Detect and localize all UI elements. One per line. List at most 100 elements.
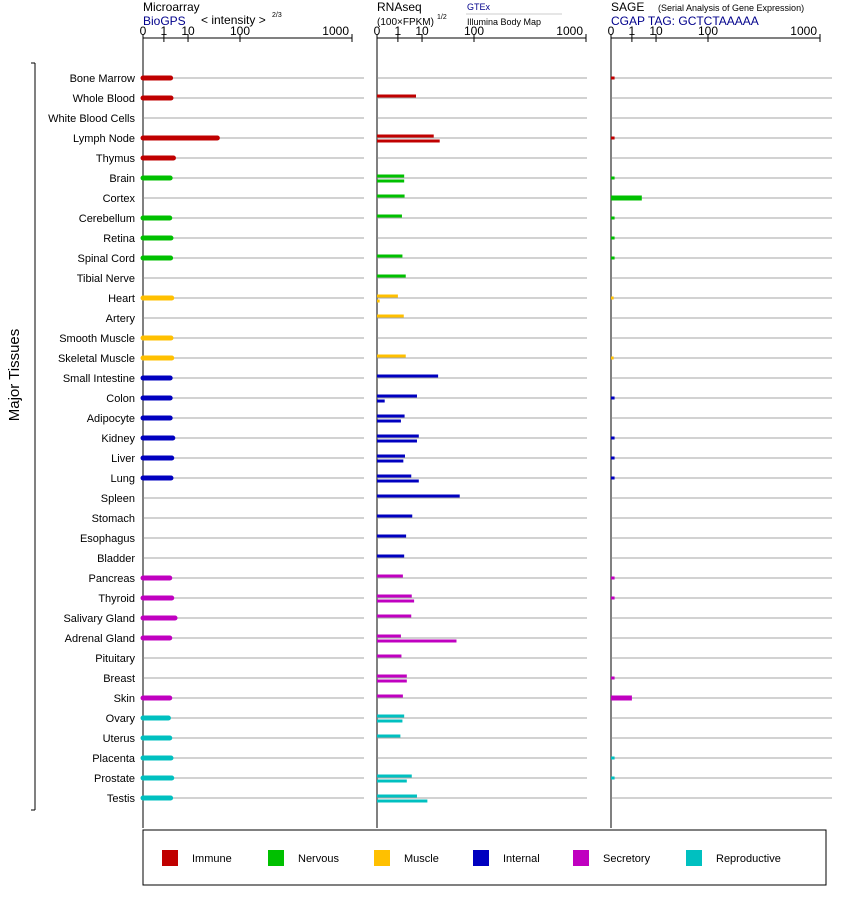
tissue-label: Pancreas <box>89 573 136 585</box>
bar-sage <box>611 596 615 600</box>
tissue-label: Stomach <box>92 513 135 525</box>
tissue-label: Thyroid <box>98 593 135 605</box>
bar-sage <box>611 256 615 260</box>
bar-sage <box>611 195 642 201</box>
bar-sage <box>611 695 632 701</box>
bar-rnaseq <box>377 554 405 558</box>
x-tick-label: 1 <box>395 24 402 38</box>
bar-rnaseq <box>377 314 404 318</box>
x-tick-label: 100 <box>230 24 250 38</box>
bar-rnaseq <box>377 94 417 98</box>
bar-sage <box>611 436 615 440</box>
bar-rnaseq <box>377 459 404 463</box>
bar-rnaseq <box>377 799 428 803</box>
x-tick-label: 1000 <box>322 24 349 38</box>
bar-rnaseq <box>377 594 412 598</box>
bar-rnaseq <box>377 479 419 483</box>
tissue-label: Brain <box>109 173 135 185</box>
bar-sage <box>611 756 615 760</box>
bar-rnaseq <box>377 419 401 423</box>
legend: Immune Nervous Muscle Internal Secretory Repr… <box>142 829 827 886</box>
tissue-label: Thymus <box>96 153 136 165</box>
panel-unit-rnaseq: (100×FPKM) <box>377 17 434 28</box>
bar-sage <box>611 676 615 680</box>
x-tick-label: 100 <box>464 24 484 38</box>
panel-unit-sage: (Serial Analysis of Gene Expression) <box>658 3 804 13</box>
x-tick-label: 10 <box>649 24 663 38</box>
x-tick-label: 100 <box>698 24 718 38</box>
bar-rnaseq <box>377 639 457 643</box>
panel-unit-microarray: < intensity > <box>201 13 266 27</box>
panel-title-sage: SAGE <box>611 0 644 14</box>
panel-microarray: 0 1 10 100 1000 <box>140 24 364 828</box>
bar-rnaseq <box>377 439 417 443</box>
legend-swatch-immune <box>162 850 178 866</box>
panel-subtitle-microarray: BioGPS <box>143 14 186 28</box>
tissue-label: Testis <box>107 793 136 805</box>
bar-rnaseq <box>377 414 405 418</box>
tissue-label: Skeletal Muscle <box>58 353 135 365</box>
tissue-label: Esophagus <box>80 533 136 545</box>
tissue-label: Uterus <box>103 733 136 745</box>
tissue-label: Placenta <box>92 753 136 765</box>
legend-label-immune: Immune <box>192 853 232 865</box>
x-tick-label: 1000 <box>556 24 583 38</box>
bar-rnaseq <box>377 399 385 403</box>
bar-rnaseq <box>377 214 402 218</box>
tissue-label: Bone Marrow <box>70 73 135 85</box>
tissue-labels: Bone Marrow Whole Blood White Blood Cells L… <box>48 73 136 805</box>
bar-rnaseq <box>377 514 413 518</box>
tissue-label: White Blood Cells <box>48 113 135 125</box>
tissue-label: Ovary <box>106 713 136 725</box>
bar-rnaseq <box>377 274 406 278</box>
tissue-label: Smooth Muscle <box>59 333 135 345</box>
tissue-label: Small Intestine <box>63 373 135 385</box>
bar-sage <box>611 136 615 140</box>
tissue-label: Heart <box>108 293 135 305</box>
tissue-label: Whole Blood <box>73 93 135 105</box>
panel-unit-exp-rnaseq: 1/2 <box>437 14 447 21</box>
tissue-label: Colon <box>106 393 135 405</box>
bar-rnaseq <box>377 774 412 778</box>
tissue-label: Pituitary <box>95 653 135 665</box>
bar-sage <box>611 76 615 80</box>
bar-rnaseq <box>377 474 412 478</box>
x-tick-label: 10 <box>181 24 195 38</box>
x-tick-label: 0 <box>608 24 615 38</box>
source-gtex: GTEx <box>467 2 491 12</box>
bar-sage <box>611 216 615 220</box>
bar-sage <box>611 576 615 580</box>
bar-sage <box>611 236 615 240</box>
panels-layer: 0 1 10 100 1000 0 1 10 100 1000 0 1 10 100 1000 <box>140 24 832 828</box>
tissue-label: Tibial Nerve <box>77 273 135 285</box>
bar-rnaseq <box>377 779 407 783</box>
x-tick-label: 1 <box>629 24 636 38</box>
legend-label-internal: Internal <box>503 853 540 865</box>
tissue-label: Spinal Cord <box>78 253 135 265</box>
bar-sage <box>611 776 615 780</box>
bar-rnaseq <box>377 534 407 538</box>
tissue-label: Retina <box>103 233 136 245</box>
legend-swatch-reproductive <box>686 850 702 866</box>
bar-rnaseq <box>377 174 405 178</box>
bar-rnaseq <box>377 734 401 738</box>
panel-sage: 0 1 10 100 1000 <box>608 24 832 828</box>
bar-rnaseq <box>377 654 402 658</box>
panel-subtitle-sage: CGAP TAG: GCTCTAAAAA <box>611 14 759 28</box>
tissue-label: Skin <box>114 693 135 705</box>
bar-rnaseq <box>377 599 415 603</box>
bar-rnaseq <box>377 614 412 618</box>
x-tick-label: 1000 <box>790 24 817 38</box>
legend-label-secretory: Secretory <box>603 853 651 865</box>
bar-sage <box>611 176 615 180</box>
source-illumina: Illumina Body Map <box>467 17 541 27</box>
tissue-label: Prostate <box>94 773 135 785</box>
x-tick-label: 1 <box>161 24 168 38</box>
bar-rnaseq <box>377 714 405 718</box>
bar-rnaseq <box>377 574 403 578</box>
bar-sage <box>611 396 615 400</box>
bar-rnaseq <box>377 179 405 183</box>
tissue-label: Cerebellum <box>79 213 135 225</box>
bar-sage <box>611 296 614 300</box>
panel-title-rnaseq: RNAseq <box>377 0 422 14</box>
